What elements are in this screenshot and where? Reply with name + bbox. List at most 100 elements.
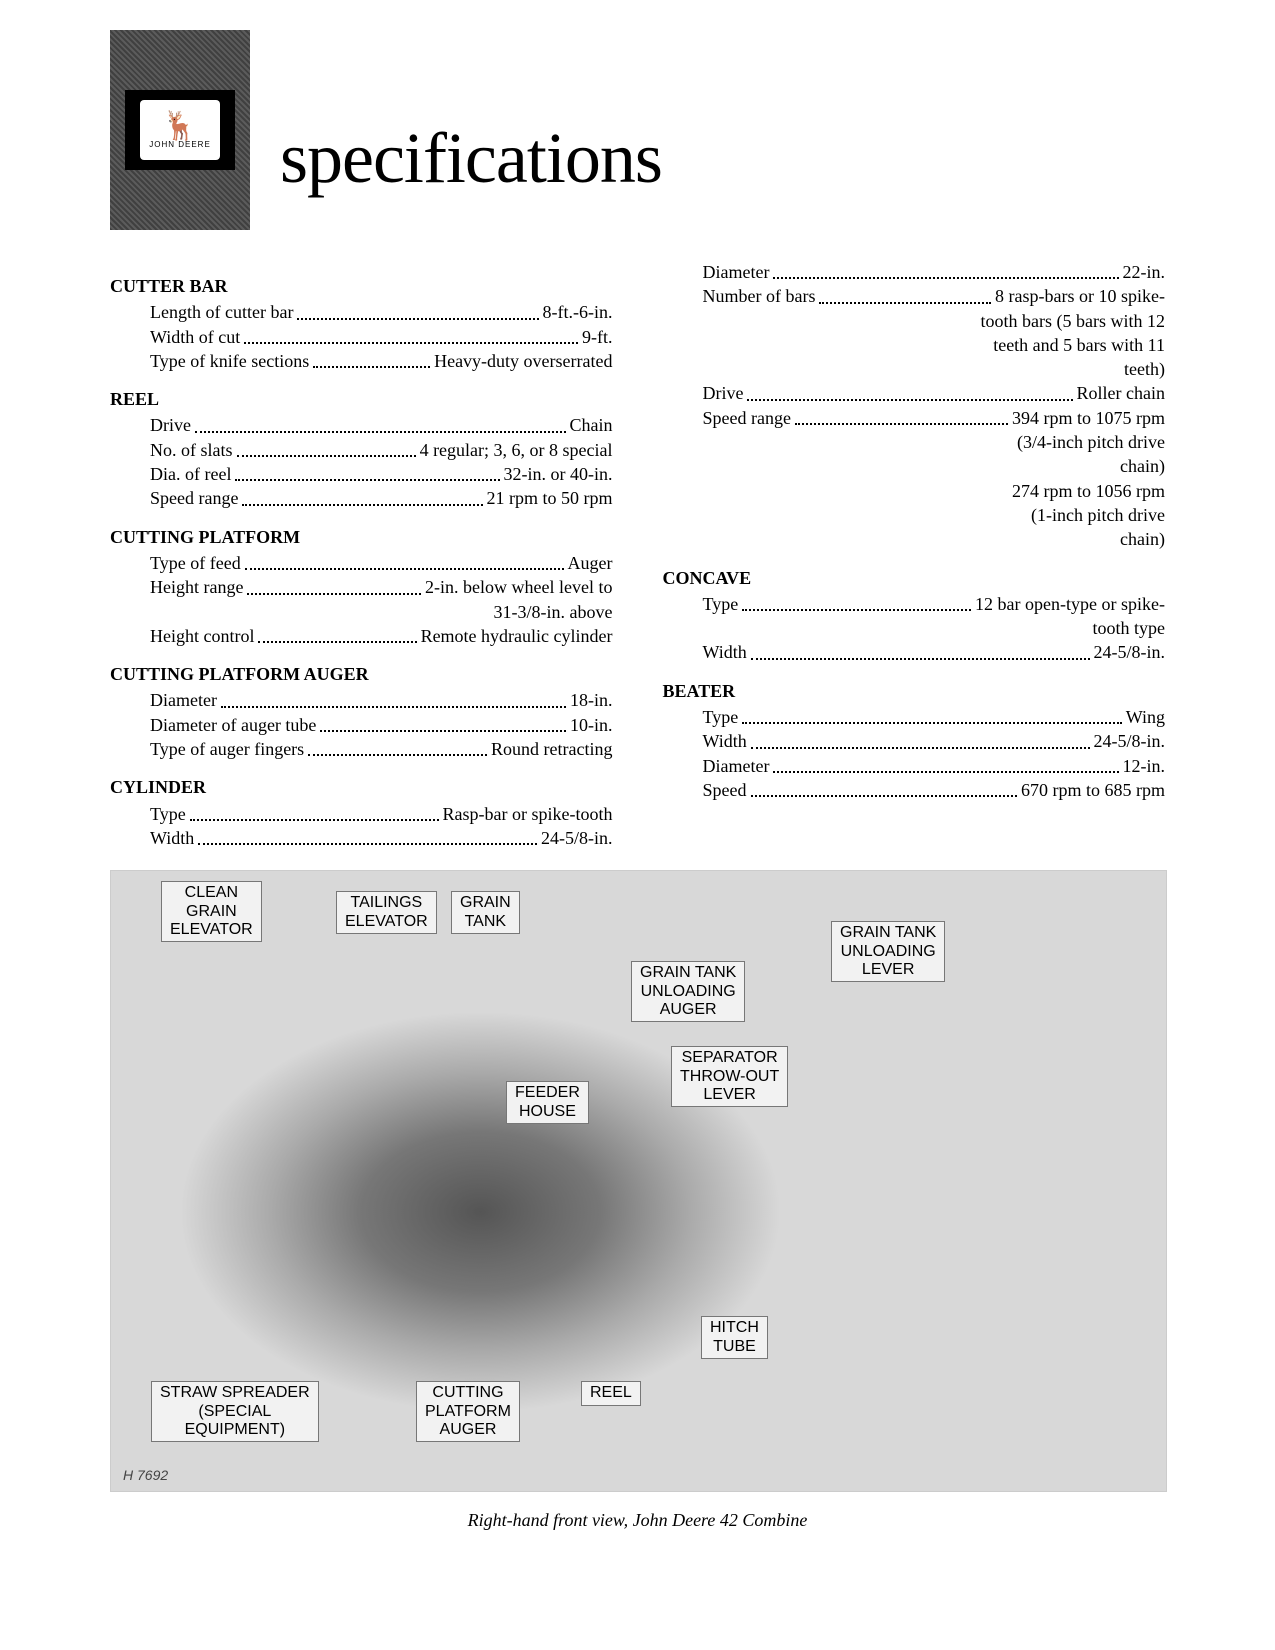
spec-columns: CUTTER BARLength of cutter bar8-ft.-6-in… — [110, 260, 1165, 850]
spec-value: 24-5/8-in. — [1094, 640, 1166, 664]
spec-label: Height range — [150, 575, 243, 599]
spec-line: Speed range 21 rpm to 50 rpm — [110, 486, 613, 510]
callout-label: FEEDERHOUSE — [506, 1081, 589, 1124]
spec-value: 670 rpm to 685 rpm — [1021, 778, 1165, 802]
page: 🦌 JOHN DEERE specifications CUTTER BARLe… — [0, 0, 1275, 1591]
leader-dots — [242, 486, 482, 505]
callout-label: GRAIN TANKUNLOADINGLEVER — [831, 921, 945, 982]
section-head: CONCAVE — [663, 566, 1166, 590]
leader-dots — [751, 778, 1018, 797]
leader-dots — [747, 381, 1072, 400]
spec-value-cont: tooth type — [663, 616, 1166, 640]
spec-label: No. of slats — [150, 438, 233, 462]
spec-value: 32-in. or 40-in. — [504, 462, 613, 486]
callout-label: REEL — [581, 1381, 641, 1405]
spec-value-cont: tooth bars (5 bars with 12 — [663, 309, 1166, 333]
spec-line: Type Rasp-bar or spike-tooth — [110, 802, 613, 826]
spec-value: 10-in. — [570, 713, 613, 737]
spec-label: Height control — [150, 624, 254, 648]
spec-label: Type — [703, 592, 739, 616]
spec-value: Wing — [1126, 705, 1165, 729]
spec-value: Chain — [570, 413, 613, 437]
spec-line: Length of cutter bar 8-ft.-6-in. — [110, 300, 613, 324]
section-head: CUTTING PLATFORM — [110, 525, 613, 549]
leader-dots — [795, 406, 1008, 425]
spec-line: Drive Chain — [110, 413, 613, 437]
logo-block: 🦌 JOHN DEERE — [110, 30, 250, 230]
figure-wrap: H 7692 CLEANGRAINELEVATORTAILINGSELEVATO… — [110, 870, 1165, 1531]
spec-label: Type of auger fingers — [150, 737, 304, 761]
spec-line: Dia. of reel 32-in. or 40-in. — [110, 462, 613, 486]
section-head: REEL — [110, 387, 613, 411]
callout-label: GRAINTANK — [451, 891, 520, 934]
spec-line: Diameter18-in. — [110, 688, 613, 712]
callout-label: HITCHTUBE — [701, 1316, 768, 1359]
leader-dots — [237, 438, 416, 457]
leader-dots — [247, 575, 421, 594]
spec-value-cont: (1-inch pitch drive — [663, 503, 1166, 527]
spec-label: Type — [150, 802, 186, 826]
leader-dots — [751, 640, 1090, 659]
leader-dots — [221, 688, 566, 707]
spec-value-cont: teeth) — [663, 357, 1166, 381]
spec-line: Type of feedAuger — [110, 551, 613, 575]
spec-value-cont: chain) — [663, 454, 1166, 478]
spec-value-cont: (3/4-inch pitch drive — [663, 430, 1166, 454]
spec-value: 4 regular; 3, 6, or 8 special — [420, 438, 613, 462]
section-head: CUTTING PLATFORM AUGER — [110, 662, 613, 686]
spec-value: 12-in. — [1123, 754, 1166, 778]
leader-dots — [742, 705, 1121, 724]
spec-line: TypeWing — [663, 705, 1166, 729]
spec-value: 24-5/8-in. — [541, 826, 613, 850]
spec-value: 9-ft. — [582, 325, 613, 349]
leader-dots — [198, 826, 537, 845]
leader-dots — [297, 300, 538, 319]
spec-label: Width — [703, 640, 747, 664]
callout-label: SEPARATORTHROW-OUTLEVER — [671, 1046, 788, 1107]
spec-line: DriveRoller chain — [663, 381, 1166, 405]
spec-value: 8-ft.-6-in. — [543, 300, 613, 324]
leader-dots — [320, 713, 566, 732]
spec-value: Heavy-duty overserrated — [434, 349, 612, 373]
spec-value: Round retracting — [491, 737, 612, 761]
spec-line: Width 24-5/8-in. — [663, 640, 1166, 664]
leader-dots — [742, 592, 971, 611]
spec-line: Diameter12-in. — [663, 754, 1166, 778]
spec-value-cont: chain) — [663, 527, 1166, 551]
spec-value: Rasp-bar or spike-tooth — [443, 802, 613, 826]
spec-value: 21 rpm to 50 rpm — [487, 486, 613, 510]
john-deere-badge: 🦌 JOHN DEERE — [140, 100, 220, 160]
left-column: CUTTER BARLength of cutter bar8-ft.-6-in… — [110, 260, 613, 850]
spec-value: 22-in. — [1123, 260, 1166, 284]
spec-label: Diameter — [703, 260, 770, 284]
spec-line: Height range2-in. below wheel level to — [110, 575, 613, 599]
spec-line: Speed range394 rpm to 1075 rpm — [663, 406, 1166, 430]
spec-value: Roller chain — [1077, 381, 1165, 405]
logo-inner: 🦌 JOHN DEERE — [125, 90, 235, 170]
leader-dots — [773, 754, 1118, 773]
leader-dots — [195, 413, 566, 432]
spec-value: Remote hydraulic cylinder — [421, 624, 613, 648]
spec-label: Dia. of reel — [150, 462, 231, 486]
spec-value: 12 bar open-type or spike- — [975, 592, 1165, 616]
spec-label: Drive — [150, 413, 191, 437]
leader-dots — [773, 260, 1118, 279]
spec-value: 8 rasp-bars or 10 spike- — [995, 284, 1165, 308]
spec-value-cont: teeth and 5 bars with 11 — [663, 333, 1166, 357]
spec-label: Width of cut — [150, 325, 240, 349]
spec-label: Length of cutter bar — [150, 300, 293, 324]
leader-dots — [751, 729, 1090, 748]
figure-number: H 7692 — [123, 1467, 168, 1483]
spec-label: Speed range — [150, 486, 238, 510]
page-title: specifications — [280, 117, 662, 200]
spec-label: Type of feed — [150, 551, 241, 575]
callout-label: STRAW SPREADER(SPECIALEQUIPMENT) — [151, 1381, 319, 1442]
spec-line: Width of cut 9-ft. — [110, 325, 613, 349]
spec-line: Speed670 rpm to 685 rpm — [663, 778, 1166, 802]
callout-label: TAILINGSELEVATOR — [336, 891, 437, 934]
spec-line: Number of bars8 rasp-bars or 10 spike- — [663, 284, 1166, 308]
header: 🦌 JOHN DEERE specifications — [110, 30, 1165, 230]
leader-dots — [244, 325, 578, 344]
leader-dots — [190, 802, 439, 821]
spec-label: Width — [150, 826, 194, 850]
